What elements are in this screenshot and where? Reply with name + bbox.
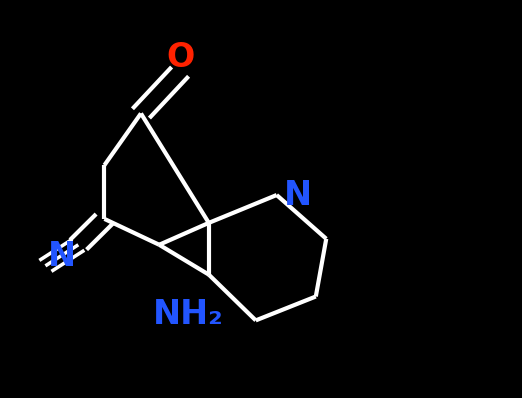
Text: N: N [48,240,76,273]
Text: N: N [283,179,312,211]
Text: O: O [166,41,194,74]
Text: NH₂: NH₂ [152,298,223,331]
